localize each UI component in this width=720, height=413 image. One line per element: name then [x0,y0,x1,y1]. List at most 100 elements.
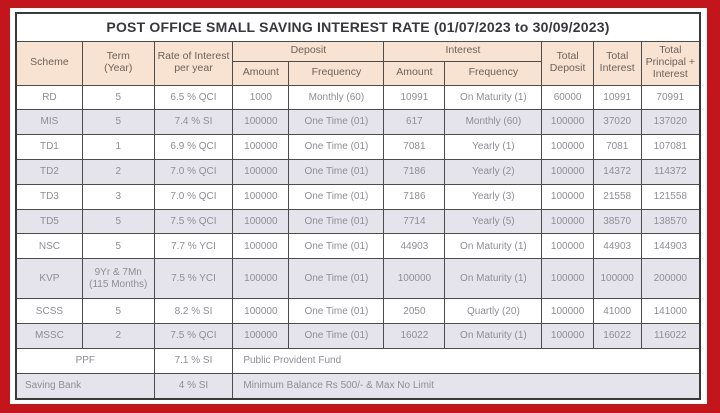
cell-deposit-amount: 1000 [232,84,290,111]
row-td3: TD3 3 7.0 % QCI 100000 One Time (01) 718… [15,183,701,210]
cell-total-principal-interest: 107081 [640,134,701,160]
row-scss: SCSS 5 8.2 % SI 100000 One Time (01) 205… [15,298,701,325]
cell-total-principal-interest: 141000 [640,298,701,325]
cell-interest-frequency: Yearly (3) [444,183,543,210]
table-header: POST OFFICE SMALL SAVING INTEREST RATE (… [15,12,701,86]
cell-deposit-amount: 100000 [232,183,290,210]
col-header-deposit-group: Deposit [232,40,385,62]
cell-deposit-amount: 100000 [232,233,290,260]
cell-rate: 8.2 % SI [153,298,234,325]
cell-total-deposit: 100000 [541,323,594,350]
header-sub-row: Amount Frequency Amount Frequency [16,60,700,86]
cell-total-deposit: 100000 [541,134,594,160]
cell-deposit-frequency: One Time (01) [288,109,385,136]
cell-total-interest: 10991 [592,84,642,111]
cell-deposit-amount: 100000 [232,298,290,325]
cell-interest-frequency: Yearly (1) [444,134,543,160]
col-header-interest-amount: Amount [383,60,446,86]
cell-interest-amount: 7186 [383,183,446,210]
col-header-rate: Rate of Interest per year [153,40,234,86]
col-header-total-interest: Total Interest [592,40,642,86]
row-mssc: MSSC 2 7.5 % QCI 100000 One Time (01) 16… [15,323,701,350]
cell-deposit-frequency: One Time (01) [288,208,385,235]
cell-total-deposit: 100000 [541,158,594,185]
cell-total-interest: 14372 [592,158,642,185]
cell-scheme: TD1 [15,134,83,160]
cell-interest-amount: 7081 [383,134,446,160]
cell-term: 5 [81,84,155,111]
table-card: POST OFFICE SMALL SAVING INTEREST RATE (… [10,8,707,404]
cell-total-deposit: 100000 [541,183,594,210]
cell-total-interest: 37020 [592,109,642,136]
row-rd: RD 5 6.5 % QCI 1000 Monthly (60) 10991 O… [15,84,701,111]
cell-term: 2 [81,158,155,185]
cell-total-principal-interest: 121558 [640,183,701,210]
cell-term: 2 [81,323,155,350]
cell-note: Public Provident Fund [232,348,701,374]
row-td5: TD5 5 7.5 % QCI 100000 One Time (01) 771… [15,208,701,235]
cell-scheme: MSSC [15,323,83,350]
cell-total-deposit: 100000 [541,208,594,235]
cell-interest-amount: 617 [383,109,446,136]
col-header-total-principal-interest: Total Principal + Interest [640,40,701,86]
cell-term: 5 [81,208,155,235]
cell-interest-amount: 16022 [383,323,446,350]
cell-deposit-frequency: One Time (01) [288,158,385,185]
table-body: RD 5 6.5 % QCI 1000 Monthly (60) 10991 O… [15,84,701,400]
cell-rate: 6.9 % QCI [153,134,234,160]
cell-deposit-amount: 100000 [232,158,290,185]
cell-total-deposit: 100000 [541,298,594,325]
cell-scheme: RD [15,84,83,111]
cell-term: 1 [81,134,155,160]
cell-interest-frequency: Monthly (60) [444,109,543,136]
cell-total-interest: 38570 [592,208,642,235]
cell-total-interest: 16022 [592,323,642,350]
row-saving-bank: Saving Bank 4 % SI Minimum Balance Rs 50… [15,372,701,400]
cell-deposit-amount: 100000 [232,258,290,300]
cell-note: Minimum Balance Rs 500/- & Max No Limit [232,372,701,400]
col-header-total-deposit: Total Deposit [541,40,594,86]
interest-rate-table: POST OFFICE SMALL SAVING INTEREST RATE (… [15,12,701,400]
cell-term: 5 [81,233,155,260]
cell-total-deposit: 100000 [541,109,594,136]
cell-interest-frequency: Quartly (20) [444,298,543,325]
cell-interest-frequency: On Maturity (1) [444,84,543,111]
cell-term: 3 [81,183,155,210]
cell-rate: 7.5 % YCI [153,258,234,300]
cell-interest-amount: 44903 [383,233,446,260]
cell-scheme: Saving Bank [15,372,155,400]
cell-deposit-amount: 100000 [232,134,290,160]
row-ppf: PPF 7.1 % SI Public Provident Fund [15,348,701,374]
cell-deposit-frequency: One Time (01) [288,298,385,325]
col-header-term-line2: (Year) [104,62,133,74]
cell-deposit-frequency: Monthly (60) [288,84,385,111]
cell-rate: 7.0 % QCI [153,183,234,210]
cell-total-principal-interest: 138570 [640,208,701,235]
cell-scheme: TD2 [15,158,83,185]
cell-interest-amount: 7186 [383,158,446,185]
cell-interest-frequency: Yearly (5) [444,208,543,235]
cell-deposit-frequency: One Time (01) [288,183,385,210]
cell-total-deposit: 60000 [541,84,594,111]
cell-total-principal-interest: 200000 [640,258,701,300]
page-title: POST OFFICE SMALL SAVING INTEREST RATE (… [15,12,701,42]
cell-interest-amount: 2050 [383,298,446,325]
cell-scheme: NSC [15,233,83,260]
row-mis: MIS 5 7.4 % SI 100000 One Time (01) 617 … [15,109,701,136]
cell-deposit-frequency: One Time (01) [288,134,385,160]
cell-total-principal-interest: 137020 [640,109,701,136]
cell-deposit-frequency: One Time (01) [288,233,385,260]
cell-rate: 6.5 % QCI [153,84,234,111]
col-header-interest-frequency: Frequency [444,60,543,86]
cell-term: 9Yr & 7Mn (115 Months) [81,258,155,300]
col-header-term-line1: Term [106,50,130,63]
col-header-term: Term (Year) [81,40,155,86]
cell-scheme: KVP [15,258,83,300]
cell-total-interest: 44903 [592,233,642,260]
cell-deposit-amount: 100000 [232,323,290,350]
cell-interest-amount: 10991 [383,84,446,111]
col-header-interest-group: Interest [383,40,543,62]
cell-total-deposit: 100000 [541,233,594,260]
cell-interest-frequency: On Maturity (1) [444,233,543,260]
